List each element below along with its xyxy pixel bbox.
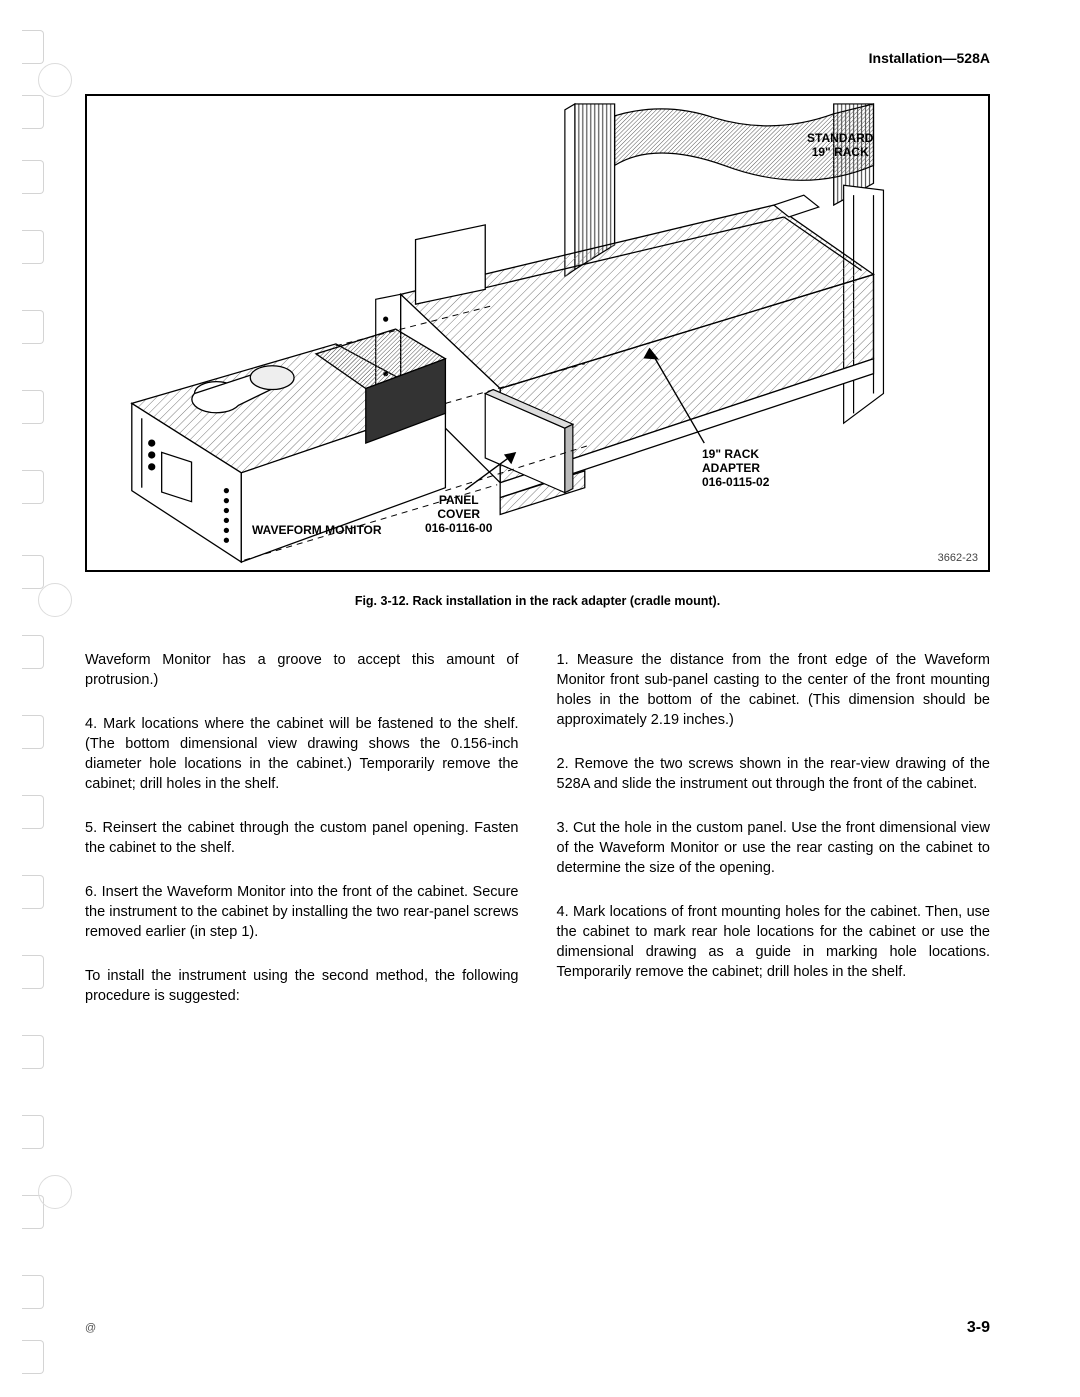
scan-binding-marks — [0, 0, 70, 1397]
page-content: Installation—528A — [85, 50, 990, 1030]
page-header: Installation—528A — [85, 50, 990, 66]
para: To install the instrument using the seco… — [85, 966, 519, 1006]
para: 3. Cut the hole in the custom panel. Use… — [557, 818, 991, 878]
label-waveform-monitor: WAVEFORM MONITOR — [252, 524, 382, 538]
para: 1. Measure the distance from the front e… — [557, 650, 991, 730]
figure-ref-number: 3662-23 — [938, 552, 978, 564]
rack-adapter — [401, 205, 874, 514]
para: 6. Insert the Waveform Monitor into the … — [85, 882, 519, 942]
para: 4. Mark locations where the cabinet will… — [85, 714, 519, 794]
para: 5. Reinsert the cabinet through the cust… — [85, 818, 519, 858]
left-column: Waveform Monitor has a groove to accept … — [85, 650, 519, 1030]
para: 4. Mark locations of front mounting hole… — [557, 902, 991, 982]
para: 2. Remove the two screws shown in the re… — [557, 754, 991, 794]
figure-3-12: STANDARD 19" RACK 19" RACK ADAPTER 016-0… — [85, 94, 990, 572]
right-column: 1. Measure the distance from the front e… — [557, 650, 991, 1030]
figure-caption: Fig. 3-12. Rack installation in the rack… — [85, 594, 990, 608]
body-columns: Waveform Monitor has a groove to accept … — [85, 650, 990, 1030]
para: Waveform Monitor has a groove to accept … — [85, 650, 519, 690]
page-footer: @ 3-9 — [85, 1319, 990, 1337]
label-panel-cover: PANEL COVER 016-0116-00 — [425, 494, 492, 535]
rack-diagram-svg — [87, 96, 988, 570]
page-number: 3-9 — [967, 1319, 990, 1337]
label-rack-adapter: 19" RACK ADAPTER 016-0115-02 — [702, 448, 769, 489]
label-standard-rack: STANDARD 19" RACK — [807, 132, 873, 160]
footer-at: @ — [85, 1322, 96, 1334]
